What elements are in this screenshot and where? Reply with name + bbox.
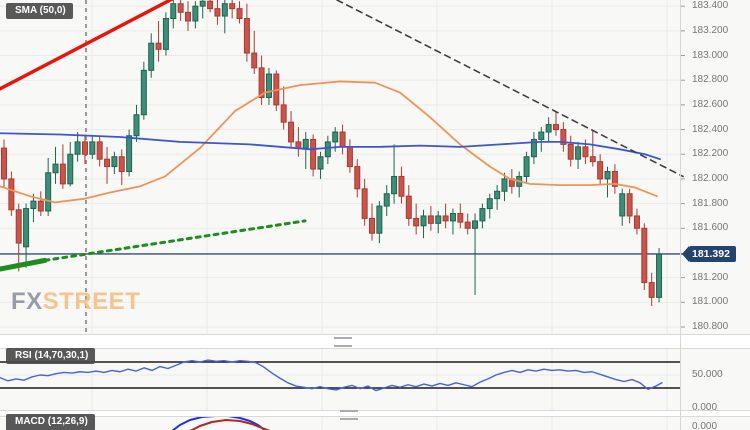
price-tick-label: 183.200 [692, 24, 729, 36]
rsi-label-text: RSI (14,70,30,1) [15, 350, 89, 361]
price-tick-label: 180.800 [692, 321, 729, 332]
resize-handle-rsi-macd[interactable] [340, 410, 358, 420]
fxstreet-watermark: FXSTREET [11, 288, 140, 316]
panel-divider-main-rsi [0, 334, 750, 349]
price-axis[interactable] [680, 0, 750, 430]
sma-indicator-label[interactable]: SMA (50,0) [6, 3, 73, 19]
price-badge-value: 181.392 [689, 246, 736, 262]
price-tick-label: 182.200 [692, 148, 729, 160]
rsi-tick-label: 50.000 [692, 369, 723, 380]
sma-label-text: SMA (50,0) [15, 5, 66, 16]
price-tick-label: 181.200 [692, 271, 729, 283]
watermark-fx: FX [11, 288, 43, 315]
price-tick-label: 182.600 [692, 98, 729, 110]
resize-handle-main-rsi[interactable] [334, 337, 352, 347]
price-tick-label: 181.600 [692, 222, 729, 234]
macd-label-text: MACD (12,26,9) [15, 416, 88, 427]
rsi-tick-label: 0.000 [692, 401, 718, 413]
macd-tick-label: 0.000 [692, 421, 718, 430]
panel-divider-rsi-macd [0, 410, 750, 417]
rsi-indicator-label[interactable]: RSI (14,70,30,1) [6, 348, 96, 364]
watermark-street: STREET [42, 288, 141, 315]
price-tick-label: 182.000 [692, 172, 729, 184]
last-price-badge: 181.392 [682, 246, 736, 262]
candles [1, 0, 663, 307]
price-tick-label: 182.800 [692, 74, 729, 86]
price-tick-label: 183.400 [692, 0, 729, 12]
price-tick-label: 182.400 [692, 123, 729, 135]
price-tick-label: 181.800 [692, 197, 729, 209]
macd-indicator-label[interactable]: MACD (12,26,9) [6, 414, 95, 430]
price-badge-arrow-icon [682, 246, 689, 262]
price-tick-label: 183.000 [692, 49, 729, 61]
price-tick-label: 181.000 [692, 296, 729, 308]
